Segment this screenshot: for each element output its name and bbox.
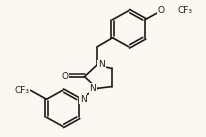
Text: CF₃: CF₃ xyxy=(14,86,29,95)
Text: N: N xyxy=(89,84,96,93)
Text: O: O xyxy=(61,72,68,81)
Text: N: N xyxy=(98,60,104,69)
Text: N: N xyxy=(80,95,86,104)
Text: CF₃: CF₃ xyxy=(177,6,192,15)
Text: O: O xyxy=(157,6,164,15)
